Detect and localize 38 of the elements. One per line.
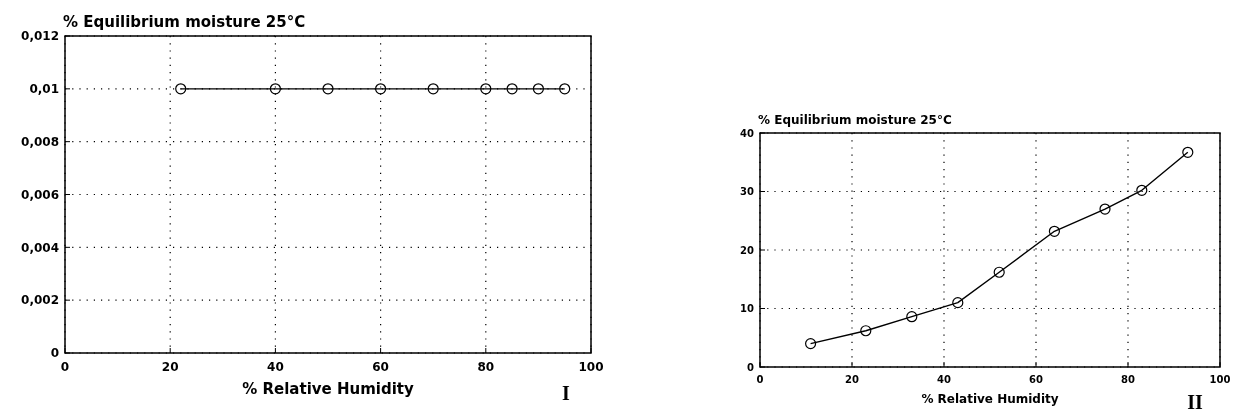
x-axis-title: % Relative Humidity — [921, 392, 1059, 406]
text: I — [562, 382, 571, 404]
point — [1048, 225, 1060, 237]
y-axis-title: % Equilibrium moisture 25°C — [63, 13, 306, 31]
y-tick-label: 0,008 — [21, 134, 59, 149]
x-tick-label: 100 — [578, 360, 604, 374]
y-tick-label: 0,012 — [21, 29, 59, 44]
x-tick-label: 100 — [1209, 374, 1231, 385]
point — [952, 297, 964, 309]
y-tick-label: 0,004 — [21, 240, 59, 255]
y-tick-label: 30 — [740, 186, 755, 197]
y-tick-label: 0,006 — [21, 187, 59, 202]
y-tick-label: 0,002 — [21, 293, 59, 308]
y-tick-label: 40 — [740, 127, 755, 139]
point — [1136, 184, 1148, 196]
point — [993, 266, 1005, 278]
x-tick-label: 20 — [845, 374, 859, 385]
point — [1182, 146, 1194, 158]
y-tick-label: 0 — [50, 346, 59, 361]
x-tick-label: 60 — [1029, 374, 1043, 385]
x-tick-label: 80 — [477, 360, 495, 374]
y-axis-title: % Equilibrium moisture 25°C — [758, 113, 952, 127]
x-axis-title: % Relative Humidity — [242, 380, 414, 398]
point — [860, 325, 872, 337]
x-tick-label: 0 — [756, 374, 764, 385]
x-tick-label: 40 — [937, 374, 951, 385]
x-tick-label: 60 — [372, 360, 389, 374]
point — [1099, 203, 1111, 215]
point — [805, 338, 817, 350]
y-tick-label: 20 — [740, 244, 755, 256]
x-tick-label: 20 — [161, 360, 179, 374]
x-tick-label: 40 — [267, 360, 284, 374]
point — [906, 311, 918, 323]
y-tick-label: 10 — [740, 303, 755, 314]
text: II — [1187, 391, 1203, 413]
x-tick-label: 0 — [60, 360, 70, 374]
x-tick-label: 80 — [1121, 374, 1135, 385]
y-tick-label: 0,01 — [29, 82, 59, 97]
